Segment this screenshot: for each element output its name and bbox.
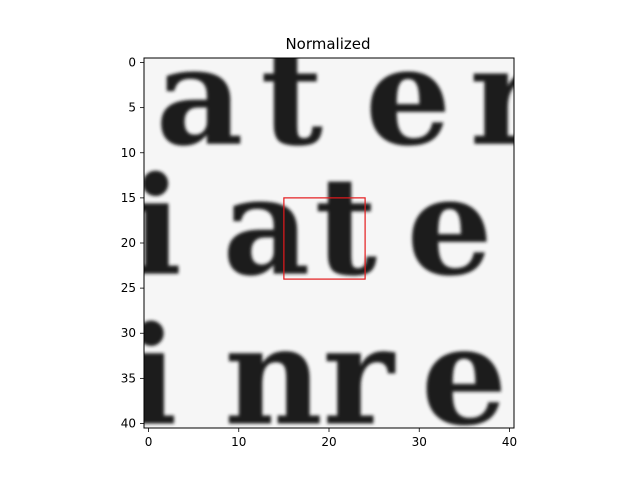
image-glyph: e (407, 147, 493, 306)
plot-area: a t e ri a t ei n r e (126, 17, 543, 455)
y-tick-label: 40 (121, 416, 136, 430)
image-glyph: i (126, 296, 177, 455)
x-tick-label: 30 (412, 435, 427, 449)
y-tick-label: 35 (121, 371, 136, 385)
image-background (144, 58, 514, 428)
highlight-box (283, 197, 366, 280)
x-tick-label: 0 (145, 435, 153, 449)
image-glyph: t (260, 17, 323, 176)
y-axis: 0 5 10 15 20 25 30 35 40 (121, 56, 144, 430)
image-glyph: a (223, 147, 311, 306)
y-tick-label: 25 (121, 281, 136, 295)
y-tick-label: 0 (128, 56, 136, 70)
image-glyph: r (470, 17, 543, 176)
y-tick-label: 30 (121, 326, 136, 340)
image-glyph: e (365, 17, 451, 176)
image-glyph: t (315, 147, 378, 306)
image-glyph: i (130, 147, 181, 306)
y-tick-label: 5 (128, 101, 136, 115)
image-glyph: n (224, 296, 322, 455)
image-glyph: a (156, 17, 244, 176)
image-glyph: r (323, 296, 396, 455)
x-axis: 0 10 20 30 40 (145, 428, 517, 449)
y-tick-label: 15 (121, 191, 136, 205)
image-glyph: e (421, 296, 507, 455)
x-tick-label: 10 (231, 435, 246, 449)
chart-title: Normalized (285, 35, 370, 53)
x-tick-label: 40 (502, 435, 517, 449)
y-tick-label: 10 (121, 146, 136, 160)
y-tick-label: 20 (121, 236, 136, 250)
x-tick-label: 20 (321, 435, 336, 449)
